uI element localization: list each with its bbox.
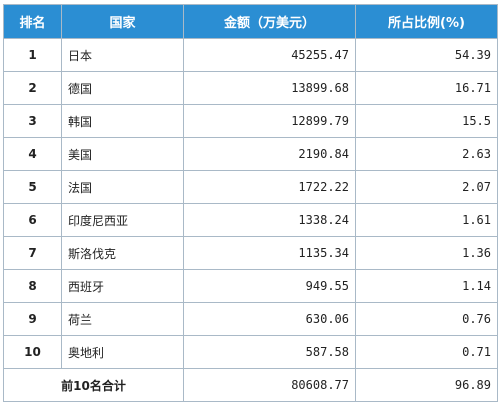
table-row: 9 荷兰 630.06 0.76 (3, 302, 498, 336)
header-amount: 金额（万美元） (183, 4, 356, 39)
table-row: 2 德国 13899.68 16.71 (3, 71, 498, 105)
table-row: 6 印度尼西亚 1338.24 1.61 (3, 203, 498, 237)
rank-cell: 2 (3, 71, 62, 105)
rank-cell: 4 (3, 137, 62, 171)
amount-cell: 1338.24 (183, 203, 356, 237)
share-cell: 16.71 (355, 71, 498, 105)
rank-cell: 9 (3, 302, 62, 336)
total-row: 前10名合计 80608.77 96.89 (3, 368, 498, 402)
amount-cell: 1135.34 (183, 236, 356, 270)
share-cell: 0.76 (355, 302, 498, 336)
table-row: 3 韩国 12899.79 15.5 (3, 104, 498, 138)
country-cell: 韩国 (61, 104, 184, 138)
share-cell: 54.39 (355, 38, 498, 72)
amount-cell: 630.06 (183, 302, 356, 336)
share-cell: 1.36 (355, 236, 498, 270)
amount-cell: 949.55 (183, 269, 356, 303)
table-row: 1 日本 45255.47 54.39 (3, 38, 498, 72)
country-cell: 美国 (61, 137, 184, 171)
amount-cell: 45255.47 (183, 38, 356, 72)
total-share-cell: 96.89 (355, 368, 498, 402)
table-row: 8 西班牙 949.55 1.14 (3, 269, 498, 303)
country-cell: 斯洛伐克 (61, 236, 184, 270)
country-cell: 西班牙 (61, 269, 184, 303)
amount-cell: 587.58 (183, 335, 356, 369)
table-body: 1 日本 45255.47 54.39 2 德国 13899.68 16.71 … (3, 38, 498, 369)
total-label: 前10名合计 (3, 368, 184, 402)
country-cell: 奥地利 (61, 335, 184, 369)
country-cell: 法国 (61, 170, 184, 204)
rank-cell: 10 (3, 335, 62, 369)
country-cell: 印度尼西亚 (61, 203, 184, 237)
table-row: 7 斯洛伐克 1135.34 1.36 (3, 236, 498, 270)
table-row: 10 奥地利 587.58 0.71 (3, 335, 498, 369)
amount-cell: 12899.79 (183, 104, 356, 138)
country-cell: 荷兰 (61, 302, 184, 336)
amount-cell: 13899.68 (183, 71, 356, 105)
total-amount-cell: 80608.77 (183, 368, 356, 402)
rank-cell: 8 (3, 269, 62, 303)
amount-cell: 1722.22 (183, 170, 356, 204)
table-row: 4 美国 2190.84 2.63 (3, 137, 498, 171)
rank-cell: 5 (3, 170, 62, 204)
share-cell: 1.14 (355, 269, 498, 303)
country-cell: 日本 (61, 38, 184, 72)
rank-cell: 3 (3, 104, 62, 138)
share-cell: 1.61 (355, 203, 498, 237)
table-header: 排名 国家 金额（万美元） 所占比例(%) (3, 4, 498, 39)
header-row: 排名 国家 金额（万美元） 所占比例(%) (3, 4, 498, 39)
rank-cell: 7 (3, 236, 62, 270)
header-rank: 排名 (3, 4, 62, 39)
amount-cell: 2190.84 (183, 137, 356, 171)
header-share: 所占比例(%) (355, 4, 498, 39)
country-cell: 德国 (61, 71, 184, 105)
header-country: 国家 (61, 4, 184, 39)
share-cell: 2.63 (355, 137, 498, 171)
share-cell: 0.71 (355, 335, 498, 369)
share-cell: 15.5 (355, 104, 498, 138)
table-footer: 前10名合计 80608.77 96.89 (3, 368, 498, 402)
table-row: 5 法国 1722.22 2.07 (3, 170, 498, 204)
ranking-table: 排名 国家 金额（万美元） 所占比例(%) 1 日本 45255.47 54.3… (3, 4, 498, 402)
rank-cell: 6 (3, 203, 62, 237)
share-cell: 2.07 (355, 170, 498, 204)
rank-cell: 1 (3, 38, 62, 72)
